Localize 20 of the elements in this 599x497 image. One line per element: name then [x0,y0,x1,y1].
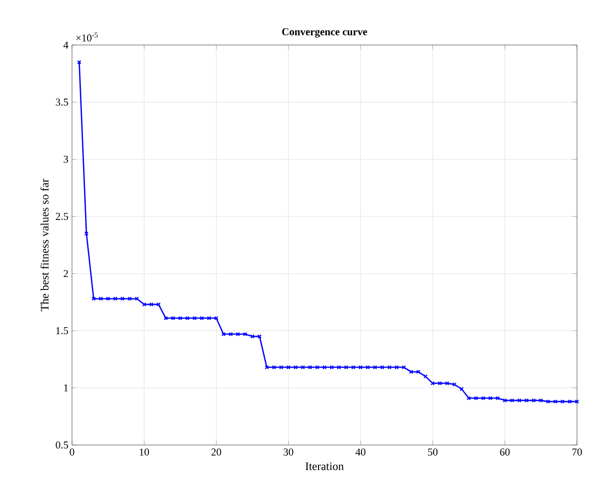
chart-title: Convergence curve [282,28,368,38]
y-axis-title: The best fitness values so far [40,178,49,312]
x-tick-label: 20 [212,448,222,456]
x-tick-label: 30 [284,448,294,456]
x-tick-label: 10 [140,448,149,456]
x-tick-label: 50 [428,448,438,456]
y-tick-label: 3 [64,156,68,163]
x-tick-label: 70 [572,448,582,456]
x-tick-label: 40 [356,448,366,456]
y-tick-label: 0.5 [56,441,68,449]
y-tick-label: 3.5 [56,98,68,106]
y-tick-label: 2.5 [56,212,68,220]
y-tick-label: 1.5 [56,327,68,334]
y-tick-label: 4 [63,42,68,48]
y-tick-label: 2 [64,270,68,278]
x-tick-label: 0 [70,448,74,456]
y-tick-label: 1 [64,384,68,392]
text: ×10$^{-5}$ [76,32,98,42]
x-axis-title: Iteration [306,462,344,470]
x-tick-label: 60 [500,448,510,456]
